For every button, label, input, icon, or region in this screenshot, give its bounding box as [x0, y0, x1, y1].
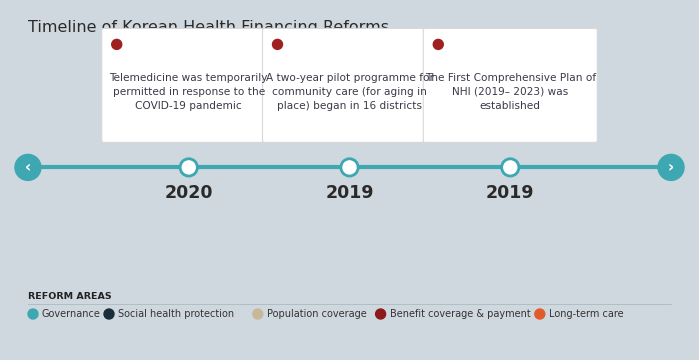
Text: 2019: 2019 [325, 184, 374, 202]
Circle shape [501, 158, 519, 176]
Text: 2020: 2020 [164, 184, 213, 202]
Text: Timeline of Korean Health Financing Reforms: Timeline of Korean Health Financing Refo… [28, 20, 389, 35]
Circle shape [180, 158, 198, 176]
Circle shape [253, 309, 263, 319]
Text: The First Comprehensive Plan of
NHI (2019– 2023) was
established: The First Comprehensive Plan of NHI (201… [425, 73, 596, 111]
Text: Governance: Governance [42, 309, 101, 319]
FancyBboxPatch shape [102, 28, 275, 143]
Circle shape [28, 309, 38, 319]
Circle shape [15, 154, 41, 180]
Circle shape [340, 158, 359, 176]
Text: A two-year pilot programme for
community care (for aging in
place) began in 16 d: A two-year pilot programme for community… [266, 73, 433, 111]
Text: Long-term care: Long-term care [549, 309, 624, 319]
FancyBboxPatch shape [263, 28, 436, 143]
Circle shape [433, 39, 443, 49]
Circle shape [273, 39, 282, 49]
Text: ‹: ‹ [25, 160, 31, 175]
Circle shape [504, 161, 517, 174]
Text: Population coverage: Population coverage [267, 309, 366, 319]
Text: Benefit coverage & payment: Benefit coverage & payment [389, 309, 531, 319]
Circle shape [658, 154, 684, 180]
Circle shape [182, 161, 195, 174]
Circle shape [343, 161, 356, 174]
Circle shape [104, 309, 114, 319]
FancyBboxPatch shape [424, 28, 597, 143]
Text: Social health protection: Social health protection [118, 309, 234, 319]
Circle shape [535, 309, 545, 319]
Circle shape [112, 39, 122, 49]
Text: ›: › [668, 160, 674, 175]
Circle shape [375, 309, 386, 319]
Text: REFORM AREAS: REFORM AREAS [28, 292, 112, 301]
Text: 2019: 2019 [486, 184, 535, 202]
Text: Telemedicine was temporarily
permitted in response to the
COVID-19 pandemic: Telemedicine was temporarily permitted i… [110, 73, 268, 111]
